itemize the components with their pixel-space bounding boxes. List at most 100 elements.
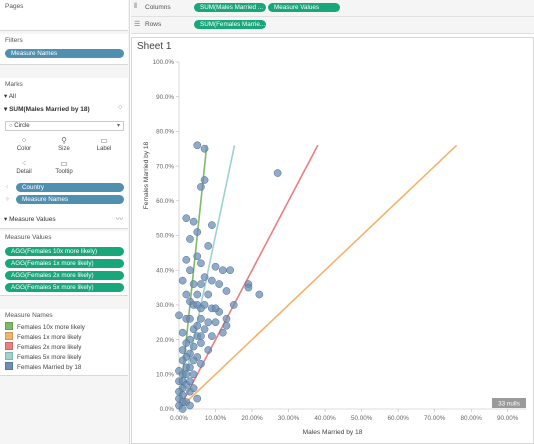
data-point[interactable] <box>193 394 202 403</box>
data-point[interactable] <box>186 266 194 275</box>
data-point[interactable] <box>211 318 220 327</box>
data-point[interactable] <box>197 339 205 347</box>
data-point[interactable] <box>193 290 202 299</box>
data-point[interactable] <box>215 280 224 288</box>
data-point[interactable] <box>197 332 205 340</box>
data-point[interactable] <box>211 262 220 271</box>
measure-value-pill-2x[interactable]: AGG(Females 2x more likely) <box>5 271 124 280</box>
data-point[interactable] <box>204 346 213 354</box>
data-point[interactable] <box>186 235 194 243</box>
measure-values-row[interactable]: ▾ Measure Values <box>4 215 56 223</box>
data-point[interactable] <box>182 214 191 222</box>
data-point[interactable] <box>186 377 194 386</box>
data-point[interactable] <box>178 356 187 365</box>
mark-field-country[interactable]: Country <box>16 183 124 192</box>
data-point[interactable] <box>197 280 205 288</box>
columns-pill-males-married[interactable]: SUM(Males Married ... <box>194 3 266 12</box>
data-point[interactable] <box>200 176 209 184</box>
data-point[interactable] <box>200 144 209 153</box>
data-point[interactable] <box>175 311 183 320</box>
data-point[interactable] <box>182 290 191 299</box>
label-button[interactable]: ▭ Label <box>86 135 122 157</box>
data-point[interactable] <box>186 363 194 372</box>
data-point[interactable] <box>189 356 198 365</box>
measure-value-pill-5x[interactable]: AGG(Females 5x more likely) <box>5 283 124 292</box>
data-point[interactable] <box>186 314 194 323</box>
data-point[interactable] <box>208 276 216 285</box>
data-point[interactable] <box>255 290 264 299</box>
data-point[interactable] <box>204 242 213 250</box>
columns-pill-measure-values[interactable]: Measure Values <box>268 3 340 12</box>
marks-measure-row[interactable]: ▾ SUM(Males Married by 18) <box>4 105 90 113</box>
data-point[interactable] <box>218 328 227 337</box>
data-point[interactable] <box>189 342 198 351</box>
legend-item[interactable]: Females 1x more likely <box>5 332 81 341</box>
data-point[interactable] <box>182 370 191 379</box>
rows-shelf[interactable]: ☰ Rows SUM(Females Marrie... <box>131 17 534 34</box>
data-point[interactable] <box>222 321 231 330</box>
size-button[interactable]: ⚲ Size <box>46 135 82 157</box>
data-point[interactable] <box>208 332 216 340</box>
color-button[interactable]: ⁘ Color <box>6 135 42 157</box>
data-point[interactable] <box>189 280 198 288</box>
data-point[interactable] <box>189 384 198 393</box>
filter-pill-measure-names[interactable]: Measure Names <box>5 49 124 58</box>
nulls-badge[interactable] <box>492 398 526 408</box>
sheet-title[interactable]: Sheet 1 <box>137 41 172 52</box>
data-point[interactable] <box>193 252 202 261</box>
mark-type-dropdown[interactable]: ○ Circle ▾ <box>5 121 124 131</box>
data-point[interactable] <box>204 318 213 327</box>
data-point[interactable] <box>193 141 202 150</box>
data-point[interactable] <box>208 221 216 229</box>
data-point[interactable] <box>229 301 238 309</box>
measure-value-pill-10x[interactable]: AGG(Females 10x more likely) <box>5 247 124 256</box>
data-point[interactable] <box>222 287 231 295</box>
data-point[interactable] <box>182 339 191 347</box>
data-point[interactable] <box>178 328 187 337</box>
marks-all-row[interactable]: ▾ All <box>4 92 16 100</box>
tooltip-button[interactable]: ▭ Tooltip <box>46 158 82 180</box>
y-tick-label: 0.0% <box>160 406 175 413</box>
data-point[interactable] <box>200 325 209 334</box>
pages-card[interactable]: Pages <box>0 0 128 31</box>
data-point[interactable] <box>197 360 205 368</box>
data-point[interactable] <box>178 276 187 285</box>
data-point[interactable] <box>197 183 205 191</box>
mark-field-measure-names[interactable]: Measure Names <box>16 195 124 204</box>
rows-pill-females-married[interactable]: SUM(Females Marrie... <box>194 20 266 29</box>
columns-shelf[interactable]: ⦀ Columns SUM(Males Married ... Measure … <box>131 0 534 17</box>
data-point[interactable] <box>218 266 227 275</box>
legend-item[interactable]: Females 10x more likely <box>5 322 85 331</box>
data-point[interactable] <box>197 304 205 313</box>
data-point[interactable] <box>193 321 202 330</box>
chevron-down-icon: ▾ <box>4 93 8 100</box>
x-tick-label: 60.00% <box>387 415 409 422</box>
data-point[interactable] <box>186 401 194 410</box>
data-point[interactable] <box>273 169 282 177</box>
data-point[interactable] <box>178 346 187 354</box>
data-point[interactable] <box>222 314 231 323</box>
detail-button[interactable]: ⁖ Detail <box>6 158 42 180</box>
legend-item[interactable]: Females 5x more likely <box>5 352 81 361</box>
series-line[interactable] <box>180 144 458 408</box>
detail-label: Detail <box>16 169 32 175</box>
data-point[interactable] <box>197 314 205 323</box>
filters-card[interactable]: Filters Measure Names <box>0 34 128 65</box>
data-point[interactable] <box>226 266 234 275</box>
measure-value-pill-1x[interactable]: AGG(Females 1x more likely) <box>5 259 124 268</box>
legend-item[interactable]: Females 2x more likely <box>5 342 81 351</box>
data-point[interactable] <box>193 228 202 236</box>
marks-card: Marks ▾ All ▾ SUM(Males Married by 18) ○… <box>0 78 128 229</box>
data-point[interactable] <box>178 405 187 413</box>
data-point[interactable] <box>182 255 191 264</box>
data-point[interactable] <box>197 259 205 268</box>
columns-label: Columns <box>145 4 171 11</box>
mark-type-value: Circle <box>14 123 30 129</box>
legend-item[interactable]: Females Married by 18 <box>5 362 81 371</box>
data-point[interactable] <box>189 217 198 226</box>
data-point[interactable] <box>204 290 213 299</box>
data-point[interactable] <box>244 283 253 292</box>
data-point[interactable] <box>200 273 209 281</box>
data-point[interactable] <box>211 304 220 313</box>
data-point[interactable] <box>189 370 198 379</box>
